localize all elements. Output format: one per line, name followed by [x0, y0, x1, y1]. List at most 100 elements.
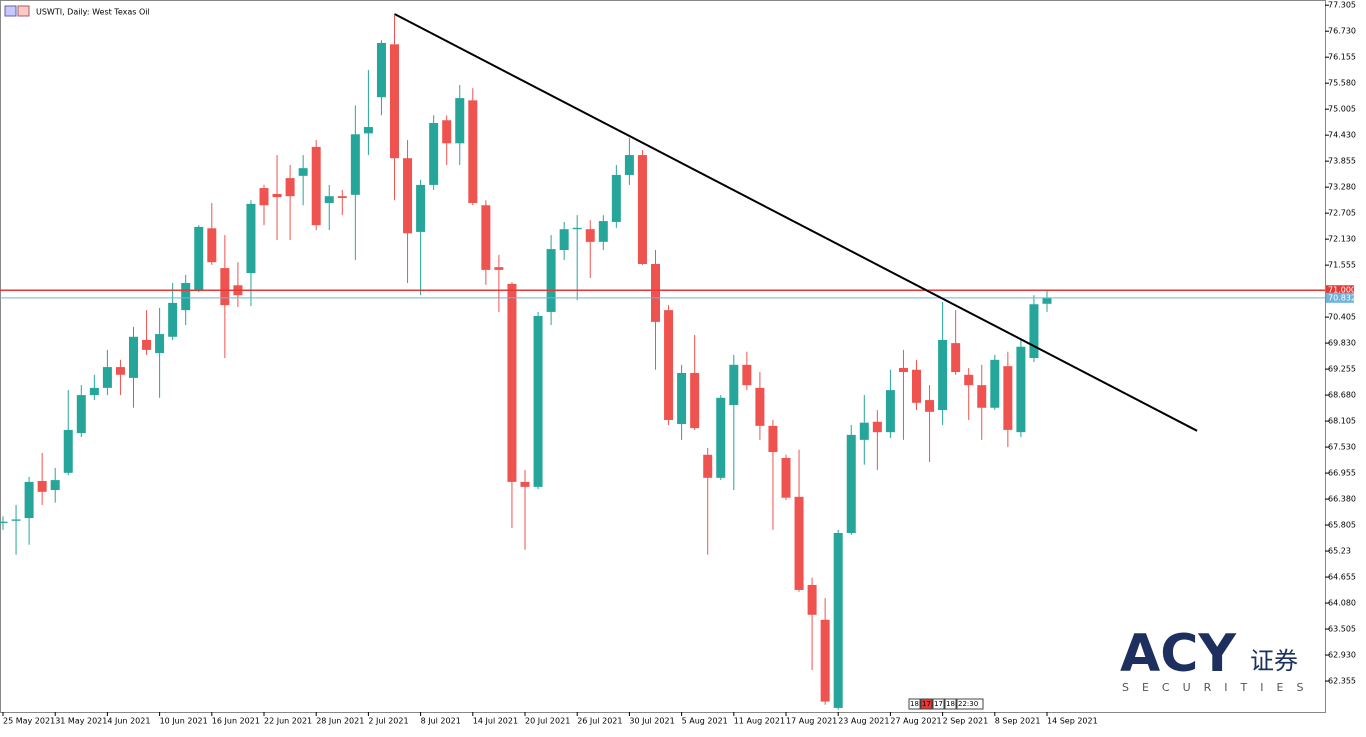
candle: [220, 235, 230, 359]
candle-body: [794, 496, 804, 590]
candle-body: [768, 425, 778, 453]
candle-body: [272, 193, 282, 198]
candle: [742, 351, 752, 391]
candle-body: [585, 229, 595, 242]
candle-body: [507, 283, 517, 482]
candle-body: [89, 387, 99, 396]
time-label: 22:30: [958, 700, 978, 708]
price-label: 71.000: [1328, 286, 1356, 295]
y-tick-label: 64.080: [1328, 599, 1356, 608]
candle-body: [102, 367, 112, 388]
candle-body: [350, 134, 360, 195]
candle: [651, 249, 660, 370]
y-tick-label: 73.855: [1328, 157, 1356, 166]
candle: [768, 419, 778, 530]
candle: [716, 395, 726, 481]
candle-body: [990, 359, 1000, 408]
candle: [298, 155, 308, 206]
candle-body: [363, 127, 373, 134]
candle: [11, 504, 21, 555]
plot-frame: [0, 0, 1326, 713]
y-tick-label: 76.155: [1328, 53, 1356, 62]
price-label: 70.832: [1328, 293, 1356, 302]
candle: [311, 140, 321, 231]
candle: [703, 447, 713, 555]
candle: [572, 215, 582, 301]
candle-body: [925, 400, 935, 412]
y-tick-label: 72.705: [1328, 209, 1356, 218]
time-box: [944, 698, 957, 710]
candle: [898, 349, 908, 440]
candle: [246, 200, 256, 307]
time-box: [908, 698, 921, 710]
y-tick-label: 71.555: [1328, 261, 1356, 270]
candle: [585, 220, 595, 279]
candle-body: [807, 584, 817, 615]
chart-title: USWTI, Daily: West Texas Oil: [36, 8, 150, 17]
x-tick-label: 17 Aug 2021: [786, 717, 837, 726]
time-label: 17:: [934, 700, 945, 708]
candle: [559, 221, 569, 260]
candle-body: [833, 532, 843, 708]
y-tick-label: 69.255: [1328, 365, 1356, 374]
candle: [664, 305, 674, 425]
candle: [1042, 290, 1052, 312]
x-tick-label: 5 Aug 2021: [682, 717, 728, 726]
candle-body: [285, 178, 295, 197]
candle-body: [898, 367, 908, 373]
candle-body: [1016, 346, 1026, 433]
candle: [429, 115, 439, 190]
y-tick-label: 68.680: [1328, 391, 1356, 400]
candle-body: [859, 422, 869, 440]
candle: [938, 301, 948, 425]
candle: [494, 254, 504, 312]
x-tick-label: 23 Aug 2021: [838, 717, 889, 726]
candle: [794, 449, 804, 592]
candle-body: [885, 390, 895, 433]
time-box: [932, 698, 945, 710]
y-tick-label: 62.355: [1328, 677, 1356, 686]
candle-body: [559, 229, 569, 250]
candle: [690, 334, 700, 430]
x-tick-label: 4 Jun 2021: [107, 717, 150, 726]
candle-body: [324, 196, 334, 203]
candle: [50, 467, 60, 503]
candle-body: [637, 155, 647, 265]
y-tick-label: 63.505: [1328, 625, 1356, 634]
candle-body: [533, 315, 543, 487]
time-label: 17:: [922, 700, 933, 708]
candle-body: [0, 521, 8, 524]
candle: [142, 310, 152, 355]
candle-body: [76, 395, 86, 434]
candle-body: [1042, 297, 1052, 304]
candle-body: [455, 98, 465, 144]
candle: [207, 202, 217, 265]
candle-body: [703, 454, 713, 478]
y-tick-label: 65.805: [1328, 521, 1356, 530]
candle-body: [115, 367, 125, 375]
candle-body: [520, 481, 530, 487]
candle: [546, 235, 556, 326]
y-tick-label: 65.23: [1328, 547, 1351, 556]
candle-body: [416, 184, 426, 232]
candle: [912, 359, 921, 411]
logo: ACY 证券 SECURITIES: [1120, 624, 1303, 694]
candle: [990, 354, 1000, 411]
candle-body: [246, 203, 256, 274]
candle: [76, 385, 86, 438]
candle: [820, 598, 830, 705]
candle: [416, 179, 426, 296]
candle-body: [207, 228, 217, 263]
candle-body: [168, 302, 178, 337]
candle: [520, 470, 530, 550]
candle: [403, 140, 413, 283]
price-box: [1326, 292, 1354, 303]
candle-body: [1003, 366, 1013, 430]
candle-body: [651, 264, 660, 322]
candle: [846, 424, 856, 535]
candle: [977, 364, 987, 440]
candle: [259, 184, 269, 226]
candle-body: [337, 196, 347, 199]
y-tick-label: 75.005: [1328, 105, 1356, 114]
